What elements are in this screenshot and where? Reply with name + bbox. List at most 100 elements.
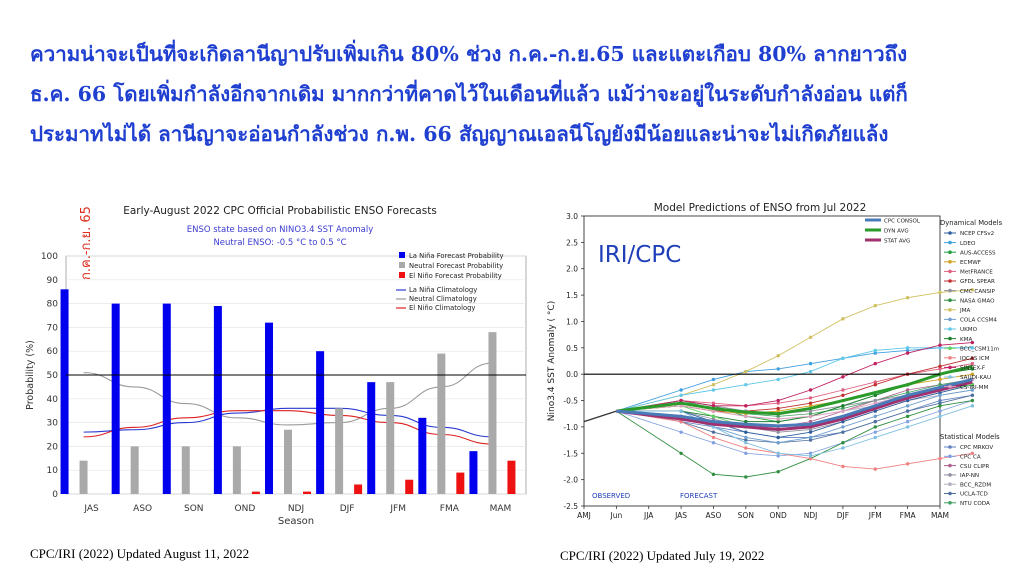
point-iocas-icm <box>873 467 877 471</box>
left-x-tick-label: ASO <box>133 504 152 514</box>
bar-la-ni-a-forecast-probability-fma <box>418 417 427 494</box>
point-ldeo <box>679 388 683 392</box>
left-y-tick-label: 100 <box>41 252 58 262</box>
bar-el-ni-o-forecast-probability-jfm <box>405 479 414 494</box>
legend-ntu-coda: NTU CODA <box>960 501 990 507</box>
point-cmc-cansip <box>873 398 877 403</box>
point-saudi-kau <box>938 414 942 419</box>
bar-neutral-forecast-probability-son <box>181 446 190 494</box>
bar-el-ni-o-forecast-probability-djf <box>354 484 363 494</box>
bar-la-ni-a-forecast-probability-jfm <box>367 382 376 494</box>
point-cpc-ca <box>744 451 748 455</box>
point-ldeo <box>776 367 780 371</box>
right-y-tick-label: 1.0 <box>566 317 578 326</box>
point-jma <box>776 354 780 358</box>
series-dyn-avg <box>616 364 973 416</box>
point-ncep-cfsv2 <box>808 430 813 434</box>
legend-bcc-rzdm: BCC_RZDM <box>960 482 991 488</box>
forecast-label: FORECAST <box>680 492 718 500</box>
point-ncep-cfsv2 <box>776 435 780 440</box>
point-ucla-tcd <box>970 393 975 397</box>
point-cs-iri-mm <box>841 409 845 413</box>
point-nasa-gmao <box>970 398 975 403</box>
series-stat-avg <box>616 380 973 432</box>
left-y-tick-label: 30 <box>47 419 59 429</box>
point-ldeo <box>711 377 716 382</box>
bar-el-ni-o-forecast-probability-mam <box>507 460 516 494</box>
point-ucla-tcd <box>873 419 877 424</box>
point-sintex-f <box>873 361 877 366</box>
legend-cpc-ca: CPC CA <box>960 455 981 461</box>
bar-neutral-forecast-probability-mam <box>488 332 497 494</box>
point-nasa-gmao <box>841 441 845 445</box>
point-gfdl-spear <box>970 356 975 361</box>
left-chart-annotation: ก.ค.-ก.ย. 65 <box>79 206 94 280</box>
legend-iocas-icm: IOCAS ICM <box>960 356 990 362</box>
legend-kma: KMA <box>960 337 972 343</box>
left-chart-subtitle-2: Neutral ENSO: -0.5 °C to 0.5 °C <box>213 238 346 248</box>
point-jma <box>905 296 910 300</box>
right-y-tick-label: 1.5 <box>566 291 578 300</box>
point-ntu-coda <box>905 390 910 395</box>
point-ukmo <box>679 393 683 397</box>
point-jma <box>808 335 813 339</box>
point-cpc-ca <box>679 430 683 434</box>
point-cs-iri-mm <box>679 404 683 408</box>
point-ldeo <box>905 348 910 353</box>
legend-marker-iocas-icm <box>948 356 952 360</box>
legend-lanina-climatology: La Niña Climatology <box>409 286 477 294</box>
point-saudi-kau <box>744 441 748 445</box>
point-ukmo <box>776 377 780 382</box>
point-cpc-ca <box>938 409 942 413</box>
bar-el-ni-o-forecast-probability-fma <box>456 472 465 494</box>
bar-la-ni-a-forecast-probability-ndj <box>265 322 273 494</box>
left-chart-legend: La Niña Forecast Probability Neutral For… <box>396 252 504 312</box>
point-iocas-icm <box>841 464 845 469</box>
left-y-tick-label: 40 <box>47 395 59 405</box>
legend-ldeo: LDEO <box>960 241 976 247</box>
legend-marker-csu-clipr <box>948 463 952 468</box>
bar-la-ni-a-forecast-probability-ond <box>213 305 222 494</box>
right-x-tick-label: AMJ <box>577 511 591 520</box>
point-ukmo <box>711 388 716 392</box>
bar-la-ni-a-forecast-probability-aso <box>111 303 120 494</box>
legend-csu-clipr: CSU CLIPR <box>960 464 989 470</box>
enso-model-predictions-chart: Model Predictions of ENSO from Jul 2022 … <box>542 196 1012 530</box>
left-x-tick-label: NDJ <box>288 504 304 514</box>
point-saudi-kau <box>873 435 877 440</box>
right-y-tick-label: 3.0 <box>566 212 578 221</box>
legend-ucla-tcd: UCLA-TCD <box>960 492 988 498</box>
bar-la-ni-a-forecast-probability-jas <box>60 289 69 494</box>
point-iocas-icm <box>744 446 748 450</box>
bar-el-ni-o-forecast-probability-ndj <box>303 491 311 494</box>
point-sintex-f <box>841 375 845 379</box>
point-ntu-coda <box>938 383 942 387</box>
point-sintex-f <box>808 388 813 392</box>
right-caption: CPC/IRI (2022) Updated July 19, 2022 <box>560 548 765 563</box>
right-x-tick-label: FMA <box>900 511 917 520</box>
legend-elnino-forecast: El Niño Forecast Probability <box>409 272 502 280</box>
legend-cola-ccsm4: COLA CCSM4 <box>960 318 997 324</box>
right-y-tick-label: -0.5 <box>563 397 578 406</box>
right-x-tick-label: Jun <box>610 511 623 520</box>
left-x-tick-label: DJF <box>340 504 355 514</box>
point-iap-nn <box>711 417 716 421</box>
point-sintex-f <box>776 398 780 403</box>
right-chart-title: Model Predictions of ENSO from Jul 2022 <box>654 202 867 214</box>
point-ucla-tcd <box>711 430 716 434</box>
point-nasa-gmao <box>711 472 716 477</box>
point-saudi-kau <box>841 446 845 450</box>
bar-neutral-forecast-probability-ndj <box>284 429 292 494</box>
left-x-axis-label: Season <box>278 516 314 527</box>
point-cola-ccsm4 <box>744 435 748 440</box>
point-cola-ccsm4 <box>841 425 845 429</box>
point-ldeo <box>808 361 813 366</box>
point-gfdl-spear <box>776 406 780 411</box>
legend-sintex-f: SINTEX-F <box>960 366 985 372</box>
legend-marker-cpc-ca <box>948 454 952 459</box>
bar-neutral-forecast-probability-aso <box>130 446 139 494</box>
point-nasa-gmao <box>744 475 748 479</box>
right-watermark: IRI/CPC <box>598 242 681 268</box>
right-x-tick-label: DJF <box>837 511 849 520</box>
point-cpc-ca <box>905 419 910 424</box>
